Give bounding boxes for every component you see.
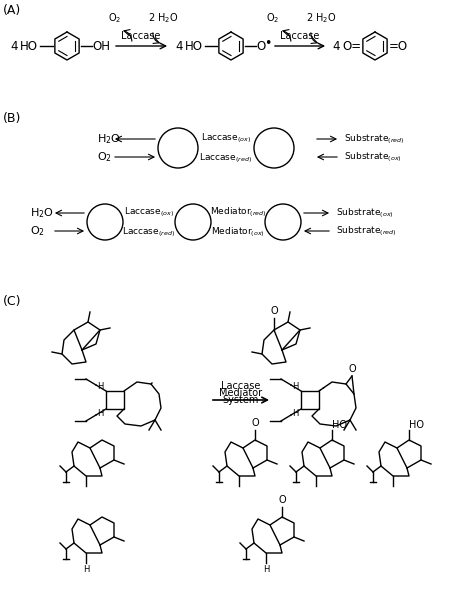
Text: (B): (B) xyxy=(3,112,21,125)
Text: Laccase$_{(red)}$: Laccase$_{(red)}$ xyxy=(122,225,175,239)
Text: H$_2$O: H$_2$O xyxy=(97,132,121,146)
Text: O: O xyxy=(278,495,286,505)
Text: HO: HO xyxy=(409,420,424,430)
Text: Laccase: Laccase xyxy=(121,31,161,41)
Text: H: H xyxy=(292,409,299,418)
Text: =O: =O xyxy=(389,39,408,53)
Text: HO: HO xyxy=(20,39,38,53)
Text: O: O xyxy=(251,418,259,428)
Text: OH: OH xyxy=(92,39,110,53)
Text: Laccase$_{(ox)}$: Laccase$_{(ox)}$ xyxy=(201,131,251,145)
Text: O$_2$: O$_2$ xyxy=(30,224,45,238)
Text: Substrate$_{(ox)}$: Substrate$_{(ox)}$ xyxy=(344,150,402,164)
Text: O: O xyxy=(256,39,265,53)
Text: H: H xyxy=(98,409,104,418)
Text: Mediator: Mediator xyxy=(219,388,263,398)
Text: O$_2$: O$_2$ xyxy=(97,150,112,164)
Text: O: O xyxy=(270,306,278,316)
Text: H: H xyxy=(263,565,269,574)
Text: HO: HO xyxy=(185,39,203,53)
Text: O$_2$: O$_2$ xyxy=(109,11,122,25)
Text: HO: HO xyxy=(332,420,347,430)
Text: Laccase$_{(red)}$: Laccase$_{(red)}$ xyxy=(200,151,253,165)
Text: 4: 4 xyxy=(10,39,18,53)
Text: O$_2$: O$_2$ xyxy=(266,11,280,25)
Text: Substrate$_{(red)}$: Substrate$_{(red)}$ xyxy=(344,132,405,146)
Text: H: H xyxy=(83,565,89,574)
Text: •: • xyxy=(264,36,272,50)
Text: H$_2$O: H$_2$O xyxy=(30,206,54,220)
Text: (C): (C) xyxy=(3,295,21,308)
Text: O=: O= xyxy=(342,39,361,53)
Text: 2 H$_2$O: 2 H$_2$O xyxy=(148,11,178,25)
Text: Substrate$_{(red)}$: Substrate$_{(red)}$ xyxy=(336,224,397,238)
Text: O: O xyxy=(348,364,356,374)
Text: 4: 4 xyxy=(175,39,182,53)
Text: System: System xyxy=(223,395,259,405)
Text: Laccase$_{(ox)}$: Laccase$_{(ox)}$ xyxy=(124,205,174,219)
Text: 4: 4 xyxy=(332,39,339,53)
Text: Mediator$_{(ox)}$: Mediator$_{(ox)}$ xyxy=(211,225,265,239)
Text: Substrate$_{(ox)}$: Substrate$_{(ox)}$ xyxy=(336,206,394,220)
Text: H: H xyxy=(98,382,104,391)
Text: Laccase: Laccase xyxy=(221,381,261,391)
Text: Laccase: Laccase xyxy=(280,31,319,41)
Text: H: H xyxy=(292,382,299,391)
Text: Mediator$_{(red)}$: Mediator$_{(red)}$ xyxy=(210,205,266,219)
Text: 2 H$_2$O: 2 H$_2$O xyxy=(306,11,336,25)
Text: (A): (A) xyxy=(3,4,21,17)
